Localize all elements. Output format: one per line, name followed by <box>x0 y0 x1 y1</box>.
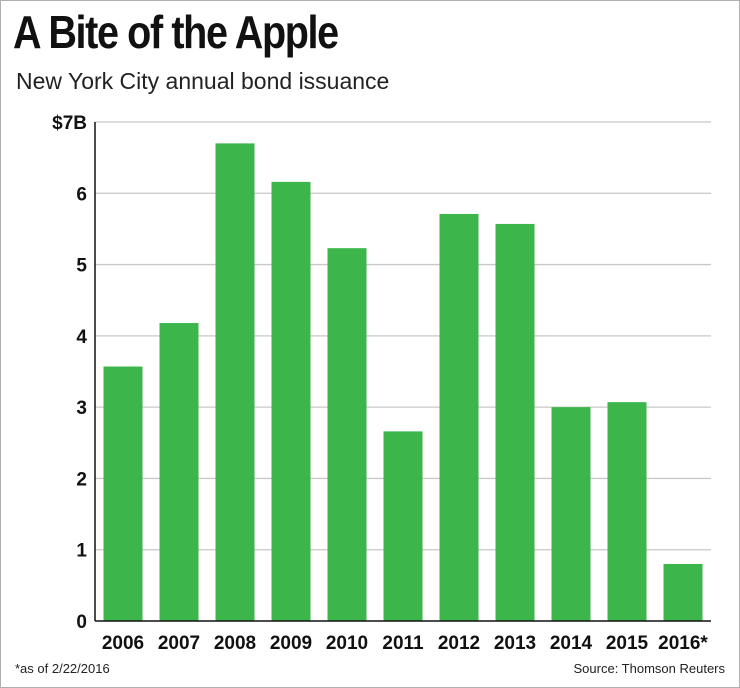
y-tick-label: 6 <box>76 184 87 205</box>
x-tick-label: 2006 <box>102 633 144 654</box>
y-tick-label: 4 <box>76 327 87 348</box>
bar <box>495 223 535 621</box>
chart-title: A Bite of the Apple <box>13 6 339 58</box>
y-tick-label: 5 <box>76 256 87 277</box>
bar <box>551 407 591 621</box>
bar <box>663 563 703 621</box>
x-tick-label: 2014 <box>550 633 593 654</box>
y-tick-label: 2 <box>76 469 87 490</box>
bar <box>327 248 367 621</box>
x-tick-label: 2011 <box>382 633 424 654</box>
x-tick-label: 2010 <box>326 633 368 654</box>
footnote: *as of 2/22/2016 <box>15 661 110 676</box>
bar <box>215 143 255 621</box>
x-tick-label: 2009 <box>270 633 312 654</box>
x-tick-label: 2015 <box>606 633 649 654</box>
y-tick-label: $7B <box>52 113 87 134</box>
x-tick-label: 2012 <box>438 633 480 654</box>
x-tick-label: 2007 <box>158 633 200 654</box>
bar <box>607 402 647 621</box>
y-tick-label: 0 <box>76 612 87 633</box>
x-tick-label: 2013 <box>494 633 536 654</box>
bar <box>159 323 199 621</box>
x-tick-label: 2016* <box>658 633 708 654</box>
chart-subtitle: New York City annual bond issuance <box>16 68 390 94</box>
y-tick-label: 3 <box>76 398 87 419</box>
bar <box>103 366 143 621</box>
bar <box>383 431 423 621</box>
bar <box>439 213 479 622</box>
bar <box>271 181 311 621</box>
y-tick-label: 1 <box>76 541 87 562</box>
x-tick-label: 2008 <box>214 633 256 654</box>
source-note: Source: Thomson Reuters <box>573 661 726 676</box>
